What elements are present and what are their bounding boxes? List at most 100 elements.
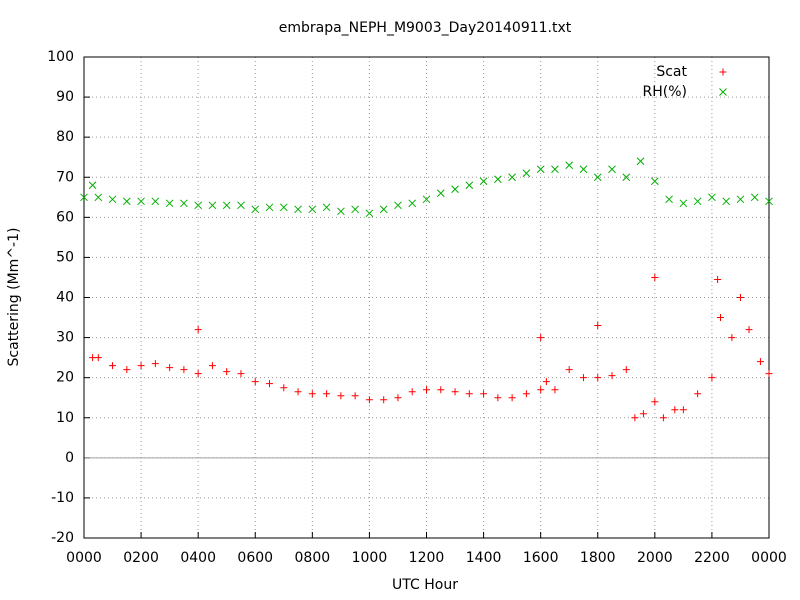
data-point — [437, 386, 445, 394]
x-tick-label: 2000 — [637, 550, 673, 566]
x-tick-label: 0600 — [237, 550, 273, 566]
data-point — [122, 197, 131, 206]
data-point — [679, 199, 688, 208]
data-point — [294, 388, 302, 396]
data-point — [537, 386, 545, 394]
data-point — [94, 193, 103, 202]
data-point — [208, 201, 217, 210]
data-point — [123, 366, 131, 374]
data-point — [279, 203, 288, 212]
data-point — [194, 326, 202, 334]
data-point — [165, 199, 174, 208]
data-point — [351, 205, 359, 214]
y-tick-label: 100 — [47, 49, 74, 65]
y-tick-label: 0 — [65, 450, 74, 466]
data-point — [137, 197, 145, 206]
data-point — [422, 195, 431, 204]
data-point — [593, 173, 602, 182]
data-point — [451, 185, 459, 194]
y-tick-label: 60 — [56, 209, 74, 225]
data-point — [650, 177, 659, 186]
y-tick-label: 90 — [56, 89, 74, 105]
y-tick-label: 80 — [56, 129, 74, 145]
data-point — [222, 201, 231, 210]
data-point — [565, 366, 573, 374]
data-point — [451, 388, 459, 396]
data-point — [651, 273, 659, 281]
data-point — [151, 360, 159, 368]
data-point — [223, 368, 231, 376]
data-point — [423, 386, 430, 394]
data-point — [166, 364, 174, 372]
data-point — [708, 374, 716, 382]
x-tick-label: 1000 — [352, 550, 388, 566]
data-point — [765, 370, 773, 378]
y-axis-label: Scattering (Mm^-1) — [6, 228, 22, 367]
y-tick-label: -10 — [51, 490, 74, 506]
data-point — [465, 390, 473, 398]
legend-marker — [719, 68, 727, 76]
data-point — [323, 390, 331, 398]
data-point — [365, 396, 373, 404]
data-point — [579, 165, 588, 174]
legend-label: RH(%) — [643, 84, 687, 100]
y-tick-label: 50 — [56, 249, 74, 265]
x-tick-label: 1600 — [523, 550, 559, 566]
legend-marker — [719, 88, 727, 96]
data-point — [659, 414, 667, 422]
data-point — [765, 197, 773, 206]
data-point — [736, 195, 745, 204]
data-point — [494, 175, 502, 184]
plot-border — [83, 56, 770, 539]
data-point — [394, 201, 402, 210]
y-tick-label: 10 — [56, 410, 74, 426]
data-point — [542, 378, 550, 386]
y-tick-label: -20 — [51, 530, 74, 546]
data-point — [608, 372, 616, 380]
data-point — [151, 197, 160, 206]
data-point — [551, 165, 559, 174]
data-point — [693, 197, 702, 206]
data-point — [579, 374, 587, 382]
data-point — [494, 394, 502, 402]
data-point — [594, 374, 602, 382]
data-point — [337, 392, 345, 400]
data-point — [237, 201, 245, 210]
data-point — [294, 205, 302, 214]
data-point — [714, 275, 722, 283]
data-point — [622, 173, 631, 182]
data-point — [80, 193, 88, 202]
data-point — [108, 195, 117, 204]
y-tick-label: 40 — [56, 290, 74, 306]
y-tick-label: 30 — [56, 330, 74, 346]
data-point — [745, 326, 753, 334]
data-point — [308, 205, 317, 214]
data-point — [137, 362, 145, 370]
data-point — [94, 354, 102, 362]
data-point — [694, 390, 702, 398]
data-point — [365, 209, 374, 218]
data-point — [651, 398, 659, 406]
data-point — [237, 370, 245, 378]
legend-label: Scat — [656, 64, 687, 80]
data-point — [708, 193, 716, 202]
data-point — [251, 378, 259, 386]
data-point — [736, 294, 744, 301]
x-tick-label: 0800 — [295, 550, 331, 566]
data-point — [308, 390, 316, 398]
data-point — [109, 362, 117, 370]
data-point — [180, 366, 188, 374]
data-point — [631, 414, 639, 422]
data-point — [551, 386, 559, 394]
data-point — [88, 181, 97, 190]
data-point — [537, 334, 545, 342]
data-point — [565, 161, 574, 170]
data-point — [756, 358, 764, 366]
data-point — [750, 193, 759, 202]
data-point — [522, 390, 530, 398]
data-point — [679, 406, 687, 414]
data-point — [337, 207, 345, 216]
y-tick-label: 20 — [56, 370, 74, 386]
data-point — [379, 205, 388, 214]
x-tick-label: 2200 — [694, 550, 730, 566]
